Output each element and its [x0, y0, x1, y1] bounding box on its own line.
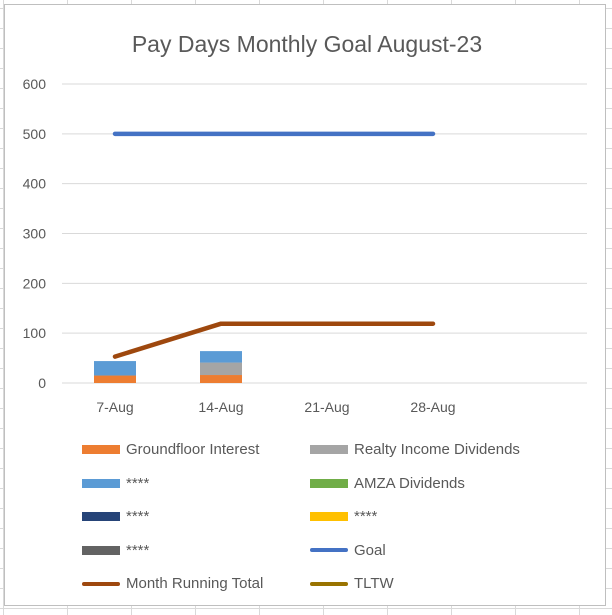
- y-tick-label-6: 600: [23, 76, 47, 92]
- bar-segment-1-2: [200, 351, 242, 363]
- legend-swatch-0: [82, 445, 120, 455]
- line-series: [112, 131, 436, 359]
- legend-swatch-3: [310, 478, 348, 488]
- legend-label-4: ****: [126, 508, 150, 526]
- legend-swatch-5: [310, 512, 348, 522]
- line-series-1: [112, 321, 436, 359]
- y-tick-label-3: 300: [23, 226, 47, 242]
- legend-swatch-6: [82, 545, 120, 555]
- y-tick-label-2: 200: [23, 275, 47, 291]
- legend-label-8: Month Running Total: [126, 575, 264, 593]
- legend-swatch-8: [82, 581, 120, 586]
- legend-item-0: Groundfloor Interest: [82, 441, 310, 458]
- legend-label-7: Goal: [354, 541, 386, 559]
- legend-item-9: TLTW: [310, 575, 550, 592]
- bar-segment-0-0: [94, 375, 136, 383]
- x-tick-label-0: 7-Aug: [96, 399, 133, 415]
- legend-item-5: ****: [310, 508, 550, 525]
- legend-label-3: AMZA Dividends: [354, 474, 465, 492]
- x-tick-label-1: 14-Aug: [198, 399, 243, 415]
- legend-label-2: ****: [126, 474, 150, 492]
- legend-label-9: TLTW: [354, 575, 394, 593]
- chart-title: Pay Days Monthly Goal August-23: [132, 31, 482, 57]
- y-tick-label-0: 0: [38, 375, 46, 391]
- legend-item-2: ****: [82, 475, 310, 492]
- y-tick-label-5: 500: [23, 126, 47, 142]
- legend-swatch-4: [82, 512, 120, 522]
- legend-swatch-7: [310, 548, 348, 553]
- stacked-bars: [94, 351, 242, 383]
- legend-item-4: ****: [82, 508, 310, 525]
- legend-swatch-2: [82, 478, 120, 488]
- bar-segment-0-2: [94, 361, 136, 376]
- chart-frame[interactable]: [4, 4, 606, 606]
- legend-item-1: Realty Income Dividends: [310, 441, 550, 458]
- x-tick-label-2: 21-Aug: [304, 399, 349, 415]
- legend-label-1: Realty Income Dividends: [354, 441, 520, 459]
- y-tick-label-4: 400: [23, 176, 47, 192]
- y-tick-label-1: 100: [23, 325, 47, 341]
- legend-item-8: Month Running Total: [82, 575, 310, 592]
- legend-label-0: Groundfloor Interest: [126, 441, 260, 459]
- legend-label-5: ****: [354, 508, 378, 526]
- x-axis-tick-labels: 7-Aug 14-Aug 21-Aug 28-Aug: [96, 399, 455, 415]
- legend-swatch-1: [310, 445, 348, 455]
- legend-label-6: ****: [126, 541, 150, 559]
- x-tick-label-3: 28-Aug: [410, 399, 455, 415]
- legend-item-6: ****: [82, 542, 310, 559]
- bar-segment-1-0: [200, 375, 242, 383]
- legend-item-7: Goal: [310, 542, 550, 559]
- gridlines: [62, 83, 587, 384]
- y-axis-tick-labels: 0 100 200 300 400 500 600: [23, 76, 47, 391]
- bar-segment-1-1: [200, 362, 242, 376]
- legend-item-3: AMZA Dividends: [310, 475, 550, 492]
- chart-legend: Groundfloor Interest Realty Income Divide…: [82, 433, 562, 601]
- legend-swatch-9: [310, 581, 348, 586]
